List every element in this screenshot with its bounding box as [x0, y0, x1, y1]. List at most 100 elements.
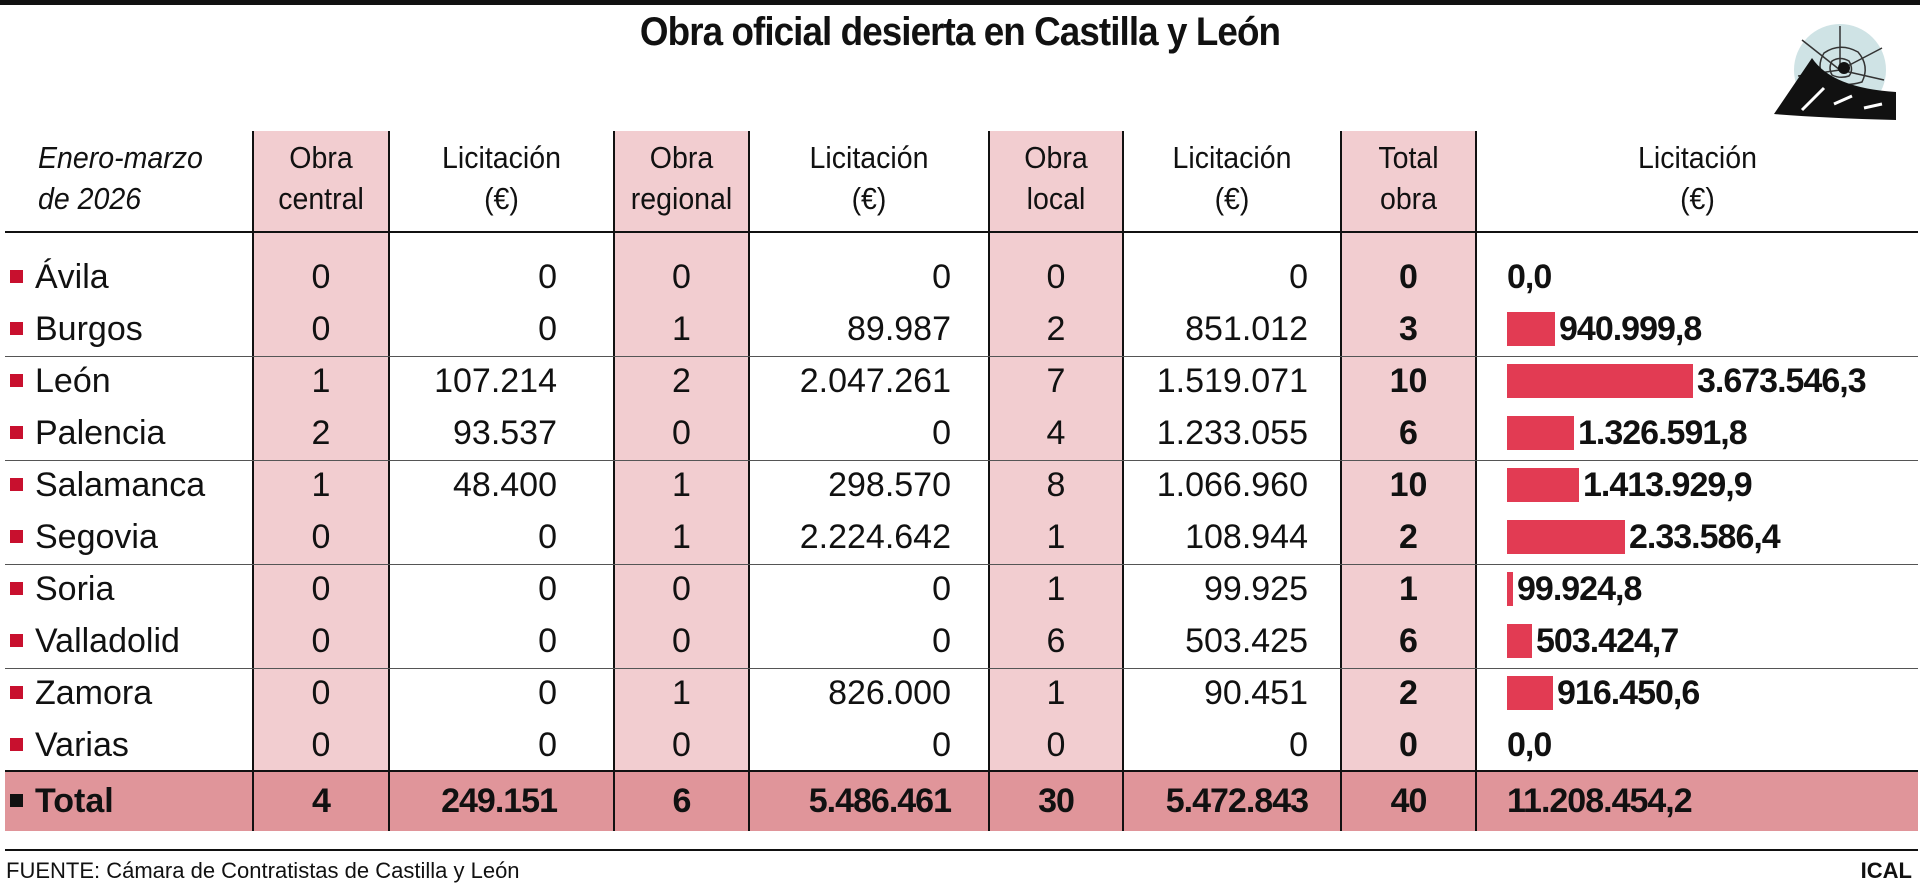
province-name: Segovia [35, 518, 158, 556]
header-line: local [1026, 181, 1086, 216]
cell-obra-regional: 1 [672, 310, 691, 348]
group-rule [5, 460, 1918, 461]
cell-lic-local: 0 [1289, 726, 1308, 764]
total-row-background [5, 771, 1918, 831]
row-marker [10, 269, 23, 283]
cell-obra-regional: 0 [672, 622, 691, 660]
cell-obra-central: 1 [311, 362, 331, 400]
cell-obra-local: 7 [1046, 362, 1066, 400]
cell-lic-local: 99.925 [1204, 570, 1308, 608]
header-licitacion-local: Licitación (€) [1133, 137, 1332, 227]
header-line: Licitación [442, 140, 561, 175]
cell-lic-local: 1.066.960 [1156, 466, 1308, 504]
cell-obra-central: 2 [311, 414, 331, 452]
cell-obra-local: 6 [1046, 622, 1066, 660]
header-line: Obra [1024, 140, 1088, 175]
total-lic-central: 249.151 [441, 782, 558, 820]
bar-label: 1.413.929,9 [1583, 466, 1753, 504]
col-divider [252, 131, 254, 831]
cell-lic-regional: 826.000 [828, 674, 951, 712]
total-obra-central: 4 [312, 782, 331, 820]
bar-label: 99.924,8 [1517, 570, 1642, 608]
cell-obra-local: 1 [1046, 570, 1066, 608]
header-line: Licitación [1638, 140, 1757, 175]
province-label: Ávila [10, 251, 109, 303]
header-line: regional [630, 181, 733, 216]
bar-2 [1507, 364, 1693, 398]
cell-lic-local: 851.012 [1185, 310, 1308, 348]
cell-obra-central: 0 [311, 674, 331, 712]
province-label: Soria [10, 563, 114, 615]
header-line: central [278, 181, 364, 216]
header-obra-regional: Obra regional [619, 137, 743, 227]
cell-lic-central: 93.537 [453, 414, 557, 452]
cell-lic-central: 0 [538, 726, 557, 764]
header-line: (€) [1680, 181, 1715, 216]
header-period-line1: Enero-marzo [38, 140, 203, 175]
cell-obra-regional: 1 [672, 674, 691, 712]
cell-total-obra: 2 [1399, 674, 1418, 712]
cell-lic-central: 48.400 [453, 466, 557, 504]
province-name: Varias [35, 726, 129, 764]
cell-lic-regional: 2.047.261 [799, 362, 951, 400]
col-divider [988, 131, 990, 831]
col-divider [1475, 131, 1477, 831]
row-marker [10, 321, 23, 335]
row-marker [10, 685, 23, 699]
cell-total-obra: 0 [1399, 258, 1418, 296]
cell-lic-local: 90.451 [1204, 674, 1308, 712]
cell-obra-local: 2 [1046, 310, 1066, 348]
bar-8 [1507, 676, 1553, 710]
cell-obra-regional: 0 [672, 414, 691, 452]
total-licitacion: 11.208.454,2 [1507, 782, 1693, 820]
cell-lic-local: 503.425 [1185, 622, 1308, 660]
cell-obra-central: 1 [311, 466, 331, 504]
cell-lic-local: 108.944 [1185, 518, 1308, 556]
spider-web-road-logo [1774, 24, 1896, 120]
header-total-obra: Total obra [1346, 137, 1470, 227]
row-marker [10, 373, 23, 387]
cell-obra-regional: 1 [672, 518, 691, 556]
chart-title: Obra oficial desierta en Castilla y León [639, 10, 1281, 54]
total-lic-regional: 5.486.461 [808, 782, 952, 820]
cell-lic-central: 0 [538, 518, 557, 556]
province-name: Burgos [35, 310, 143, 348]
row-marker [10, 737, 23, 751]
col-divider [613, 131, 615, 831]
cell-total-obra: 1 [1399, 570, 1418, 608]
cell-obra-regional: 2 [672, 362, 691, 400]
cell-lic-central: 0 [538, 674, 557, 712]
province-label: León [10, 355, 111, 407]
header-line: (€) [484, 181, 519, 216]
cell-obra-local: 4 [1046, 414, 1066, 452]
col-divider [388, 131, 390, 831]
bar-6 [1507, 572, 1513, 606]
cell-obra-local: 0 [1046, 726, 1066, 764]
cell-total-obra: 2 [1399, 518, 1418, 556]
bar-label: 0,0 [1507, 726, 1552, 764]
header-line: Licitación [1172, 140, 1292, 175]
group-rule [5, 564, 1918, 565]
cell-obra-regional: 1 [672, 466, 691, 504]
bar-3 [1507, 416, 1574, 450]
bar-label: 940.999,8 [1559, 310, 1702, 348]
province-label: Valladolid [10, 615, 180, 667]
cell-lic-regional: 0 [932, 726, 951, 764]
shade-obra-local [989, 131, 1123, 771]
cell-total-obra: 6 [1399, 414, 1418, 452]
row-marker [10, 633, 23, 647]
cell-lic-regional: 0 [932, 570, 951, 608]
province-label: Segovia [10, 511, 158, 563]
top-rule [0, 0, 1920, 5]
province-label: Varias [10, 719, 129, 771]
cell-obra-regional: 0 [672, 570, 691, 608]
province-label: Salamanca [10, 459, 205, 511]
cell-lic-regional: 2.224.642 [799, 518, 951, 556]
cell-lic-regional: 0 [932, 414, 951, 452]
cell-obra-central: 0 [311, 518, 331, 556]
col-divider [1122, 131, 1124, 831]
cell-obra-central: 0 [311, 726, 331, 764]
cell-lic-regional: 0 [932, 622, 951, 660]
header-line: Total [1378, 140, 1439, 175]
